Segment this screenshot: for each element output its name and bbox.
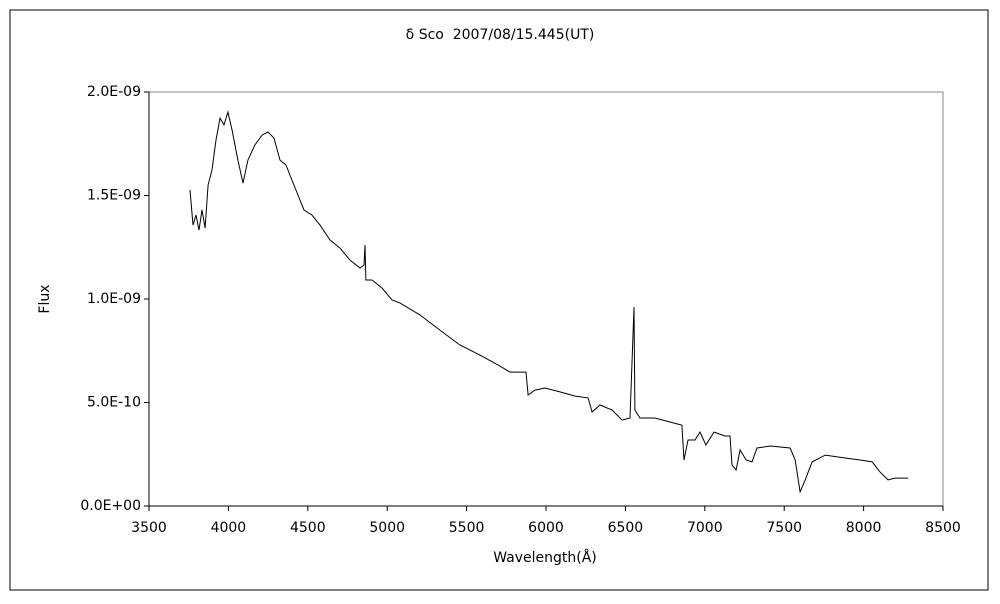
x-tick-label: 6500 — [608, 520, 644, 536]
x-tick-label: 4500 — [290, 520, 326, 536]
y-tick-label: 1.0E-09 — [87, 291, 141, 307]
x-tick-label: 5500 — [449, 520, 485, 536]
x-tick-label: 3500 — [131, 520, 167, 536]
y-tick-label: 1.5E-09 — [87, 188, 141, 204]
spectrum-line — [189, 110, 909, 494]
y-tick-label: 5.0E-10 — [87, 395, 141, 411]
x-tick-label: 7500 — [766, 520, 802, 536]
x-tick-label: 7000 — [687, 520, 723, 536]
x-tick-label: 6000 — [528, 520, 564, 536]
y-tick-label: 2.0E-09 — [87, 84, 141, 100]
y-tick-label: 0.0E+00 — [80, 498, 141, 514]
chart-title: δ Sco 2007/08/15.445(UT) — [406, 27, 595, 43]
x-tick-label: 4000 — [211, 520, 247, 536]
y-axis-label: Flux — [37, 284, 53, 313]
chart-frame — [9, 9, 989, 591]
x-tick-label: 8000 — [846, 520, 882, 536]
x-tick-label: 8500 — [925, 520, 961, 536]
x-axis-label: Wavelength(Å) — [493, 549, 597, 566]
x-tick-label: 5000 — [369, 520, 405, 536]
